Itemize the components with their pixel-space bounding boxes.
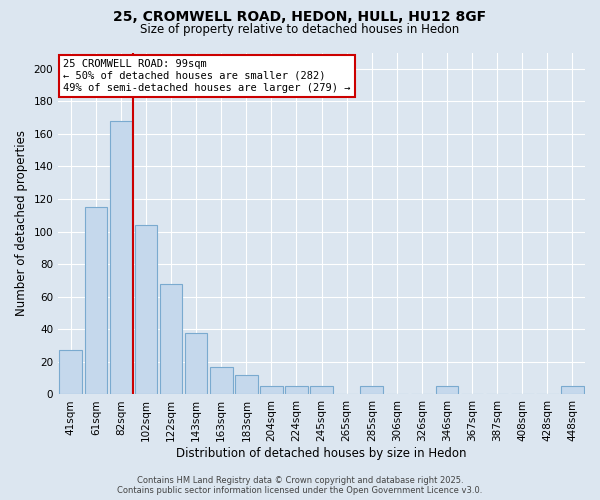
Text: Contains HM Land Registry data © Crown copyright and database right 2025.
Contai: Contains HM Land Registry data © Crown c… <box>118 476 482 495</box>
Bar <box>59 350 82 395</box>
Y-axis label: Number of detached properties: Number of detached properties <box>15 130 28 316</box>
Bar <box>561 386 584 394</box>
Bar <box>285 386 308 394</box>
Text: Size of property relative to detached houses in Hedon: Size of property relative to detached ho… <box>140 22 460 36</box>
Bar <box>134 225 157 394</box>
Bar <box>160 284 182 395</box>
Bar <box>260 386 283 394</box>
Bar <box>235 375 257 394</box>
Bar <box>185 332 208 394</box>
Text: 25 CROMWELL ROAD: 99sqm
← 50% of detached houses are smaller (282)
49% of semi-d: 25 CROMWELL ROAD: 99sqm ← 50% of detache… <box>64 60 351 92</box>
Bar <box>361 386 383 394</box>
Bar <box>110 121 132 394</box>
Text: 25, CROMWELL ROAD, HEDON, HULL, HU12 8GF: 25, CROMWELL ROAD, HEDON, HULL, HU12 8GF <box>113 10 487 24</box>
Bar <box>85 207 107 394</box>
X-axis label: Distribution of detached houses by size in Hedon: Distribution of detached houses by size … <box>176 447 467 460</box>
Bar <box>210 367 233 394</box>
Bar <box>310 386 333 394</box>
Bar <box>436 386 458 394</box>
